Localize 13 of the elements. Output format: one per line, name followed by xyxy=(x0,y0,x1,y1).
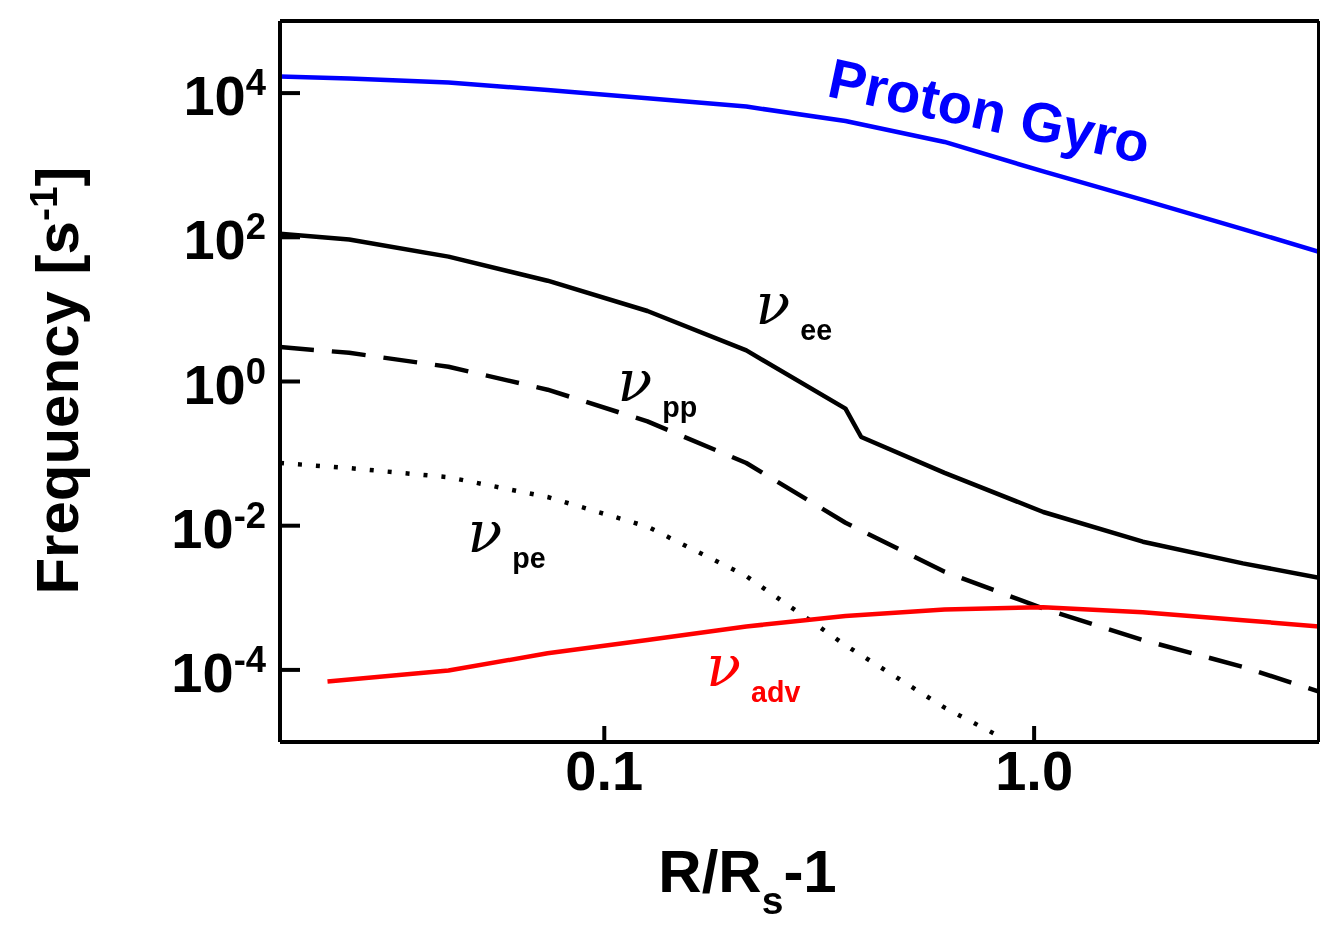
y-tick-label: 10$^{-4}$ xyxy=(171,638,267,704)
text: Proton Gyro xyxy=(822,46,1156,176)
series-label: ν$_{pe}$ xyxy=(467,499,546,575)
x-tick-label: 0.1 xyxy=(565,739,644,802)
y-tick-label: 10$^{-2}$ xyxy=(171,494,266,560)
y-tick-label: 10$^{0}$ xyxy=(183,350,266,416)
y-tick-label: 10$^{4}$ xyxy=(183,61,267,128)
series-label: ν$_{ee}$ xyxy=(755,270,833,346)
x-tick-label: 1.0 xyxy=(995,739,1074,802)
series-label: ν$_{pp}$ xyxy=(617,348,698,424)
y-tick-label: 10$^{2}$ xyxy=(183,205,266,272)
series-label: ν$_{adv}$ xyxy=(706,633,801,709)
x-axis-title: R/R$_{s}$-1 xyxy=(658,838,837,922)
